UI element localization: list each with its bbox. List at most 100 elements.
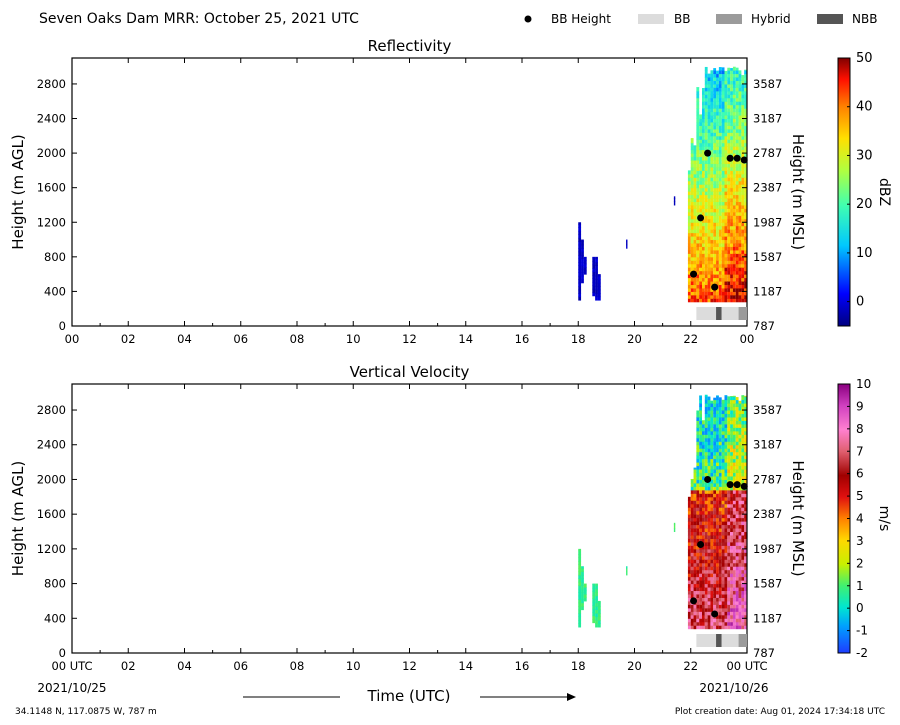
heatmap-cell: [699, 170, 702, 175]
heatmap-cell: [713, 256, 717, 261]
heatmap-cell: [713, 437, 717, 442]
heatmap-cell: [741, 139, 745, 144]
heatmap-cell: [721, 246, 725, 251]
heatmap-cell: [727, 534, 731, 539]
heatmap-cell: [724, 287, 728, 292]
heatmap-cell: [687, 287, 691, 292]
heatmap-cell: [741, 576, 745, 581]
x-tick-label: 02: [121, 332, 136, 346]
heatmap-cell: [578, 613, 582, 618]
heatmap-cell: [744, 607, 747, 612]
heatmap-cell: [724, 583, 728, 588]
heatmap-cell: [727, 239, 731, 244]
legend-nbb-swatch: [817, 14, 843, 24]
heatmap-cell: [721, 173, 725, 178]
heatmap-cell: [578, 255, 582, 260]
heatmap-cell: [732, 489, 736, 494]
heatmap-cell: [707, 573, 711, 578]
heatmap-cell: [730, 194, 733, 199]
heatmap-cell: [716, 73, 719, 78]
heatmap-cell: [716, 541, 719, 546]
heatmap-cell: [710, 590, 714, 595]
heatmap-cell: [578, 237, 582, 242]
heatmap-cell: [724, 500, 728, 505]
heatmap-cell: [707, 500, 711, 505]
heatmap-cell: [699, 475, 702, 480]
heatmap-cell: [721, 125, 725, 130]
bb-type-segment: [721, 634, 739, 647]
heatmap-cell: [727, 566, 731, 571]
heatmap-cell: [724, 465, 728, 470]
heatmap-cell: [732, 132, 736, 137]
heatmap-cell: [741, 243, 745, 247]
heatmap-cell: [713, 448, 717, 453]
heatmap-cell: [724, 77, 728, 81]
heatmap-cell: [597, 606, 601, 611]
heatmap-cell: [696, 201, 700, 206]
heatmap-cell: [699, 534, 702, 539]
colorbar-tick-label: 2: [856, 556, 864, 570]
heatmap-cell: [735, 458, 739, 463]
heatmap-cell: [707, 538, 711, 543]
heatmap-cell: [696, 531, 700, 536]
heatmap-cell: [696, 410, 700, 415]
heatmap-cell: [724, 125, 728, 130]
heatmap-cell: [693, 611, 697, 616]
heatmap-cell: [704, 146, 708, 151]
heatmap-cell: [721, 249, 725, 254]
heatmap-cell: [718, 153, 722, 158]
heatmap-cell: [741, 218, 745, 223]
heatmap-cell: [702, 587, 705, 592]
heatmap-cell: [595, 262, 598, 266]
heatmap-cell: [696, 287, 700, 292]
heatmap-cell: [738, 427, 742, 432]
heatmap-cell: [744, 232, 747, 237]
heatmap-cell: [699, 115, 702, 120]
heatmap-cell: [707, 274, 711, 279]
heatmap-cell: [713, 80, 717, 85]
y-tick-label: 2000: [37, 146, 66, 160]
heatmap-cell: [732, 451, 736, 456]
heatmap-cell: [710, 70, 714, 75]
heatmap-cell: [704, 166, 708, 171]
heatmap-cell: [713, 166, 717, 171]
heatmap-cell: [727, 277, 731, 282]
figure-title: Seven Oaks Dam MRR: October 25, 2021 UTC: [39, 11, 359, 27]
heatmap-cell: [693, 211, 697, 216]
heatmap-cell: [690, 562, 694, 567]
heatmap-cell: [730, 80, 733, 85]
heatmap-cell: [716, 528, 719, 533]
heatmap-cell: [696, 625, 700, 630]
x-tick-label: 06: [233, 332, 248, 346]
heatmap-cell: [716, 410, 719, 415]
heatmap-cell: [713, 198, 717, 203]
heatmap-cell: [730, 68, 733, 71]
heatmap-cell: [738, 562, 742, 567]
heatmap-cell: [721, 90, 725, 95]
heatmap-cell: [687, 524, 691, 529]
heatmap-cell: [730, 396, 733, 401]
heatmap-cell: [702, 243, 705, 247]
heatmap-cell: [704, 239, 708, 244]
heatmap-cell: [707, 83, 711, 88]
heatmap-cell: [738, 83, 742, 88]
heatmap-cell: [721, 128, 725, 133]
heatmap-cell: [690, 225, 694, 230]
heatmap-cell: [702, 121, 705, 126]
heatmap-cell: [707, 229, 711, 234]
heatmap-cell: [707, 482, 711, 487]
y2-tick-label: 3587: [753, 403, 782, 417]
heatmap-cell: [597, 602, 601, 607]
heatmap-cell: [727, 90, 731, 95]
heatmap-cell: [704, 274, 708, 279]
heatmap-cell: [738, 420, 742, 425]
heatmap-cell: [735, 291, 739, 296]
heatmap-cell: [710, 229, 714, 234]
heatmap-cell: [696, 135, 700, 140]
heatmap-cell: [721, 593, 725, 598]
heatmap-cell: [702, 441, 705, 446]
heatmap-cell: [744, 222, 747, 227]
heatmap-cell: [732, 215, 736, 220]
heatmap-cell: [718, 403, 722, 408]
heatmap-cell: [696, 434, 700, 439]
